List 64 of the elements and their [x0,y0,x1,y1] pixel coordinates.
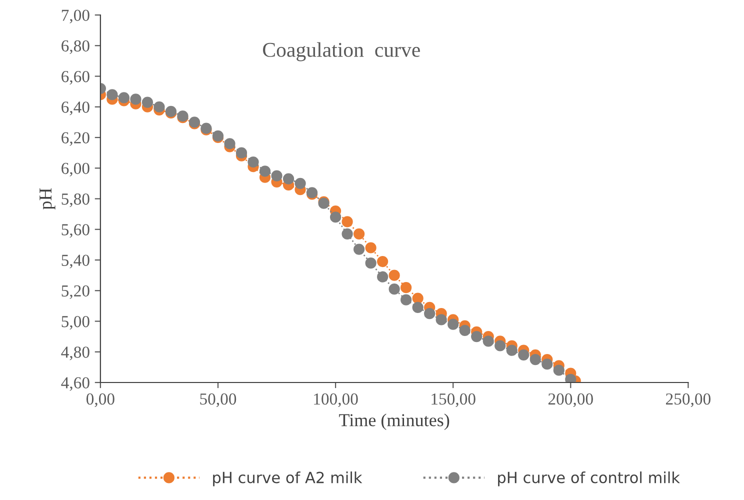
point [377,271,388,282]
point [224,138,236,150]
point [494,340,506,352]
point [400,294,412,306]
point [294,178,306,189]
y-tick-label: 6,60 [62,70,90,85]
y-tick-label: 4,80 [61,346,90,360]
legend-label: pH curve of A2 milk [213,471,362,486]
point [482,336,494,347]
point [412,302,424,314]
y-tick-label: 4,60 [61,377,90,391]
point [271,170,282,182]
point [553,364,564,376]
point [412,292,424,304]
point [448,318,459,330]
x-tick-label: 50,00 [200,393,236,408]
point [248,156,259,168]
legend-label: pH curve of control milk [498,471,680,486]
point [424,308,436,320]
point [282,173,294,184]
point [330,212,342,223]
point [259,166,271,177]
x-tick-label: 0,00 [86,393,114,408]
point [400,282,412,294]
y-axis-title: pH [40,188,56,210]
y-tick-label: 5,20 [62,285,90,299]
point [506,344,518,356]
y-tick-label: 6,80 [62,40,90,54]
point [471,331,482,342]
point [154,101,165,112]
point [130,94,142,105]
x-tick-label: 250,00 [666,393,710,408]
text: Coagulation curve [263,42,420,62]
y-tick-label: 6,40 [62,102,90,116]
point [518,349,530,360]
point [106,89,118,100]
point [542,358,553,370]
y-tick-label: 5,40 [62,254,90,268]
y-tick-label: 6,20 [62,132,90,146]
point [388,270,400,281]
point [342,228,353,240]
x-axis-title: Time (minutes) [339,414,450,430]
y-tick-label: 5,80 [62,193,90,208]
y-tick-label: 5,60 [62,224,90,238]
x-tick-label: 100,00 [314,393,358,408]
x-tick-label: 150,00 [432,393,476,408]
point [118,92,130,104]
point [377,256,388,268]
point [530,354,541,366]
y-tick-label: 6,00 [62,162,90,176]
point [436,314,447,326]
x-tick-label: 200,00 [548,393,593,408]
point [142,96,154,108]
point [388,284,400,295]
point [236,147,248,158]
point [365,242,376,254]
point [459,324,470,336]
point [354,228,365,240]
point [565,374,576,382]
y-tick-label: 7,00 [62,10,90,24]
point [354,244,365,255]
y-tick-label: 5,00 [62,316,90,330]
point [342,216,353,228]
point [365,258,376,269]
